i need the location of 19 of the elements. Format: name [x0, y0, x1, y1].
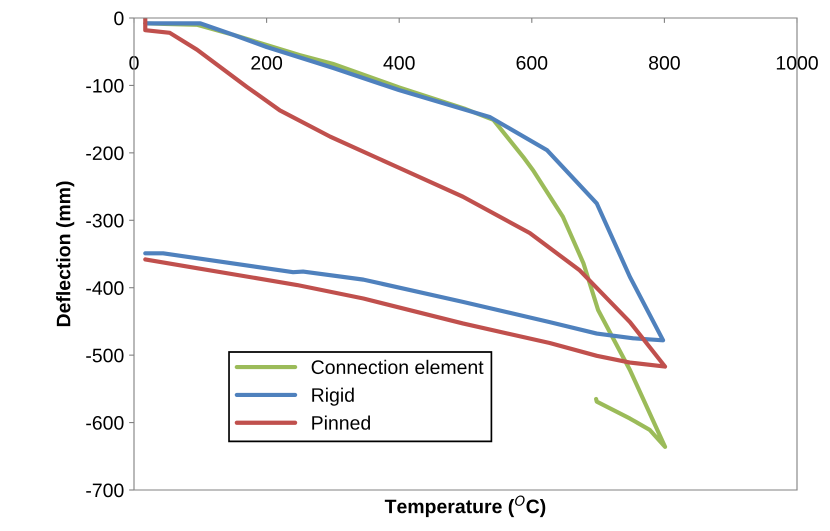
y-tick-label: -200 — [86, 146, 124, 160]
y-tick-label: 0 — [114, 11, 124, 26]
legend-label: Connection element — [312, 360, 484, 374]
x-tick-label: 200 — [251, 56, 282, 70]
y-tick-label: -100 — [86, 78, 124, 93]
y-tick-label: -300 — [86, 214, 124, 228]
x-tick-label: 400 — [383, 56, 415, 70]
x-tick-label: 800 — [649, 56, 680, 70]
y-tick-label: -500 — [86, 348, 124, 362]
x-axis-title: Temperature ($^{O}$C) — [384, 496, 546, 518]
y-tick-label: -400 — [86, 281, 124, 295]
y-tick-label: -600 — [86, 416, 124, 430]
legend-label: Pinned — [312, 415, 370, 430]
x-tick-label: 1000 — [776, 56, 818, 70]
y-tick-label: -700 — [86, 483, 124, 498]
x-tick-label: 0 — [129, 56, 139, 70]
legend-label: Rigid — [312, 388, 354, 406]
x-tick-label: 600 — [516, 56, 548, 70]
y-axis-title: Deflection (mm) — [56, 182, 74, 326]
